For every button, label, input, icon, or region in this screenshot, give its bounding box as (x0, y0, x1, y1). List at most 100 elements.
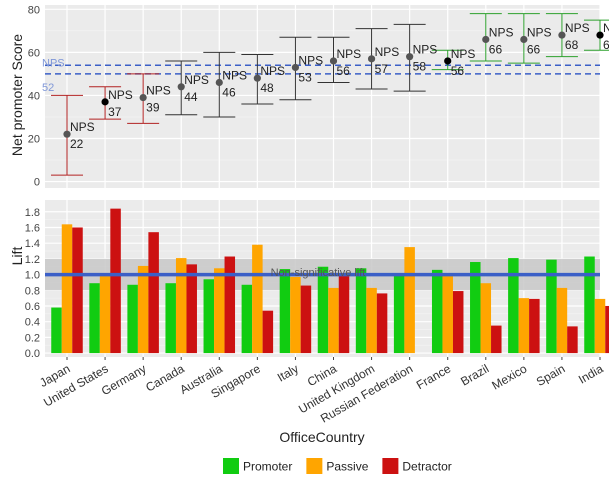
nps-point-label: NPS (451, 47, 476, 61)
nps-y-tick-label: 80 (28, 4, 40, 16)
nps-y-tick-label: 20 (28, 133, 40, 145)
nps-point-label: NPS (527, 25, 552, 39)
nps-point-label: NPS (603, 21, 609, 35)
nps-point-value: 48 (260, 81, 274, 95)
lift-bar-passive (518, 298, 530, 354)
nps-reference-label: NPS (42, 57, 65, 69)
nps-point (367, 55, 376, 63)
legend-swatch-promoter (223, 458, 239, 474)
lift-bar-passive (214, 268, 225, 354)
nps-point (406, 53, 414, 61)
nps-y-tick-label: 0 (34, 177, 40, 189)
nps-error-bars (51, 13, 609, 176)
nps-point-value: 39 (146, 101, 160, 115)
lift-bar-promoter (355, 268, 367, 354)
nps-point-label: NPS (222, 69, 247, 83)
lift-y-tick-labels: 0.0 0.2 0.4 0.6 0.8 1.0 1.2 1.4 1.6 1.8 (25, 207, 40, 360)
nps-point-label: NPS (298, 53, 323, 67)
lift-bar-promoter (317, 266, 329, 354)
lift-y-tick-label: 1.0 (25, 270, 40, 282)
lift-bar-detractor (110, 208, 121, 354)
nps-point-value: 68 (565, 38, 579, 52)
nps-point (177, 83, 185, 91)
legend-swatch-passive (306, 458, 323, 474)
lift-y-tick-label: 0.0 (25, 348, 40, 360)
lift-bar-passive (290, 276, 301, 354)
lift-bar-passive (366, 287, 377, 354)
lift-bar-passive (252, 244, 263, 354)
lift-bar-passive (99, 276, 111, 354)
nps-point-label: NPS (565, 21, 590, 35)
nps-plot-background (45, 5, 600, 188)
nps-point (558, 31, 566, 39)
non-significance-label: Non-significative lift (271, 267, 366, 279)
lift-bar-promoter (279, 269, 291, 354)
nps-point (520, 35, 528, 44)
nps-point-label: NPS (489, 25, 514, 39)
lift-bar-passive (480, 283, 492, 354)
lift-bar-promoter (51, 307, 62, 354)
lift-y-axis-label: Lift (9, 247, 25, 266)
lift-bar-promoter (470, 262, 481, 354)
legend-label-promoter: Promoter (243, 460, 292, 474)
nps-point-value: 66 (527, 42, 541, 56)
nps-point-value: 68 (603, 38, 609, 52)
lift-bars (51, 208, 609, 354)
nps-point-label: NPS (375, 45, 400, 59)
nps-point (253, 74, 261, 82)
lift-bar-promoter (508, 258, 519, 354)
lift-bar-promoter (89, 283, 100, 354)
nps-point-label: NPS (146, 84, 171, 98)
lift-bar-detractor (300, 285, 312, 354)
legend-swatch-detractor (382, 458, 399, 474)
nps-point-value: 57 (375, 62, 389, 76)
lift-panel: 0.0 0.2 0.4 0.6 0.8 1.0 1.2 1.4 1.6 1.8 Non-signi… (9, 200, 609, 445)
nps-point-value: 56 (451, 64, 465, 78)
x-tick-label: Italy (275, 361, 301, 384)
lift-bar-promoter (393, 275, 405, 354)
legend-label-passive: Passive (326, 460, 368, 474)
lift-bar-detractor (376, 293, 388, 354)
lift-bar-passive (61, 224, 73, 354)
nps-y-tick-label: 60 (28, 47, 40, 59)
nps-point-value: 56 (337, 64, 351, 78)
x-axis-label: OfficeCountry (279, 429, 364, 445)
lift-bar-detractor (567, 326, 578, 354)
nps-y-tick-label: 40 (28, 90, 40, 102)
nps-point-label: NPS (70, 120, 95, 134)
lift-y-tick-label: 1.4 (25, 238, 40, 250)
nps-point-labels: NPS 22 NPS 37 NPS 39 NPS 44 NPS 46 NPS 48 NPS 53 NPS 56… (70, 21, 609, 151)
nps-point-value: 37 (108, 105, 122, 119)
lift-bar-detractor (186, 264, 197, 354)
nps-reference-value: 52 (42, 82, 54, 94)
lift-bar-detractor (262, 310, 274, 354)
lift-bar-detractor (224, 256, 236, 354)
nps-point (291, 63, 300, 72)
x-tick-label: Brazil (458, 361, 491, 388)
x-tick-label: Mexico (489, 361, 529, 392)
nps-points (63, 31, 604, 138)
nps-point (444, 57, 452, 65)
nps-point-value: 58 (413, 60, 427, 74)
lift-bar-passive (442, 276, 453, 354)
nps-point-value: 66 (489, 42, 503, 56)
nps-point-label: NPS (108, 88, 133, 102)
lift-bar-promoter (431, 269, 443, 354)
nps-y-axis-label: Net promoter Score (9, 34, 25, 156)
legend-label-detractor: Detractor (402, 460, 451, 474)
lift-bar-detractor (452, 291, 464, 354)
lift-bar-promoter (241, 284, 253, 354)
nps-point (329, 57, 338, 65)
lift-bar-promoter (546, 259, 557, 354)
legend: Promoter Passive Detractor (223, 458, 452, 474)
lift-bar-passive (594, 298, 606, 354)
nps-point (482, 35, 490, 44)
nps-point-label: NPS (260, 64, 285, 78)
lift-bar-detractor (148, 232, 159, 354)
nps-point-label: NPS (413, 43, 438, 57)
nps-point-value: 53 (298, 70, 312, 84)
nps-point-label: NPS (337, 47, 362, 61)
lift-bar-detractor (491, 325, 502, 354)
lift-bar-detractor (338, 274, 350, 354)
